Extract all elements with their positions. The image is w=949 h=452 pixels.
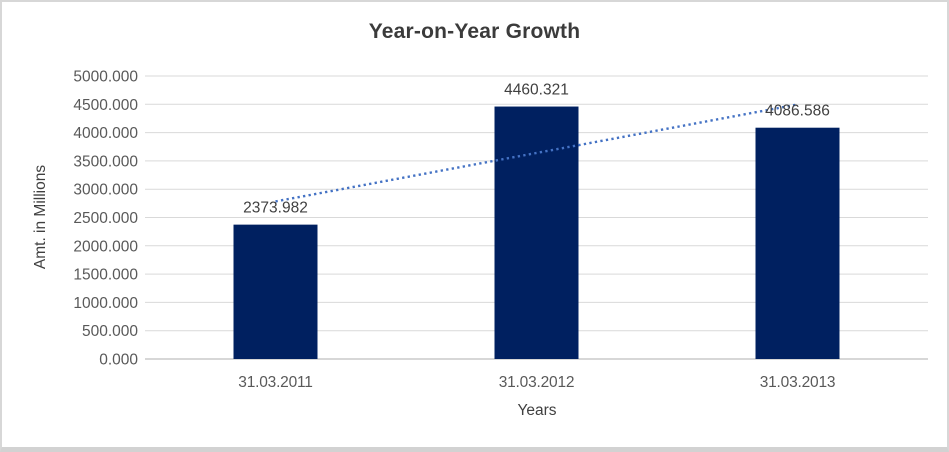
x-tick-label: 31.03.2011 [238, 374, 312, 391]
y-tick-label: 3000.000 [73, 182, 138, 199]
x-tick-label: 31.03.2012 [499, 374, 575, 391]
y-tick-label: 4000.000 [73, 125, 138, 142]
y-tick-label: 0.000 [99, 352, 138, 369]
y-tick-label: 1000.000 [73, 295, 138, 312]
chart-title: Year-on-Year Growth [368, 20, 581, 43]
data-label: 2373.982 [243, 200, 308, 217]
y-tick-label: 2500.000 [73, 210, 138, 227]
y-tick-label: 4500.000 [73, 97, 138, 114]
y-tick-label: 2000.000 [73, 238, 138, 255]
bar [233, 224, 318, 359]
y-tick-label: 5000.000 [73, 69, 138, 86]
data-label: 4460.321 [504, 82, 569, 99]
bar [755, 127, 840, 359]
y-tick-label: 500.000 [82, 323, 138, 340]
x-axis-title: Years [517, 402, 557, 419]
data-label: 4086.586 [765, 103, 830, 120]
y-tick-label: 3500.000 [73, 153, 138, 170]
y-tick-label: 1500.000 [73, 267, 138, 284]
trendline [275, 103, 798, 203]
x-tick-label: 31.03.2013 [760, 374, 836, 391]
bar [494, 106, 579, 359]
